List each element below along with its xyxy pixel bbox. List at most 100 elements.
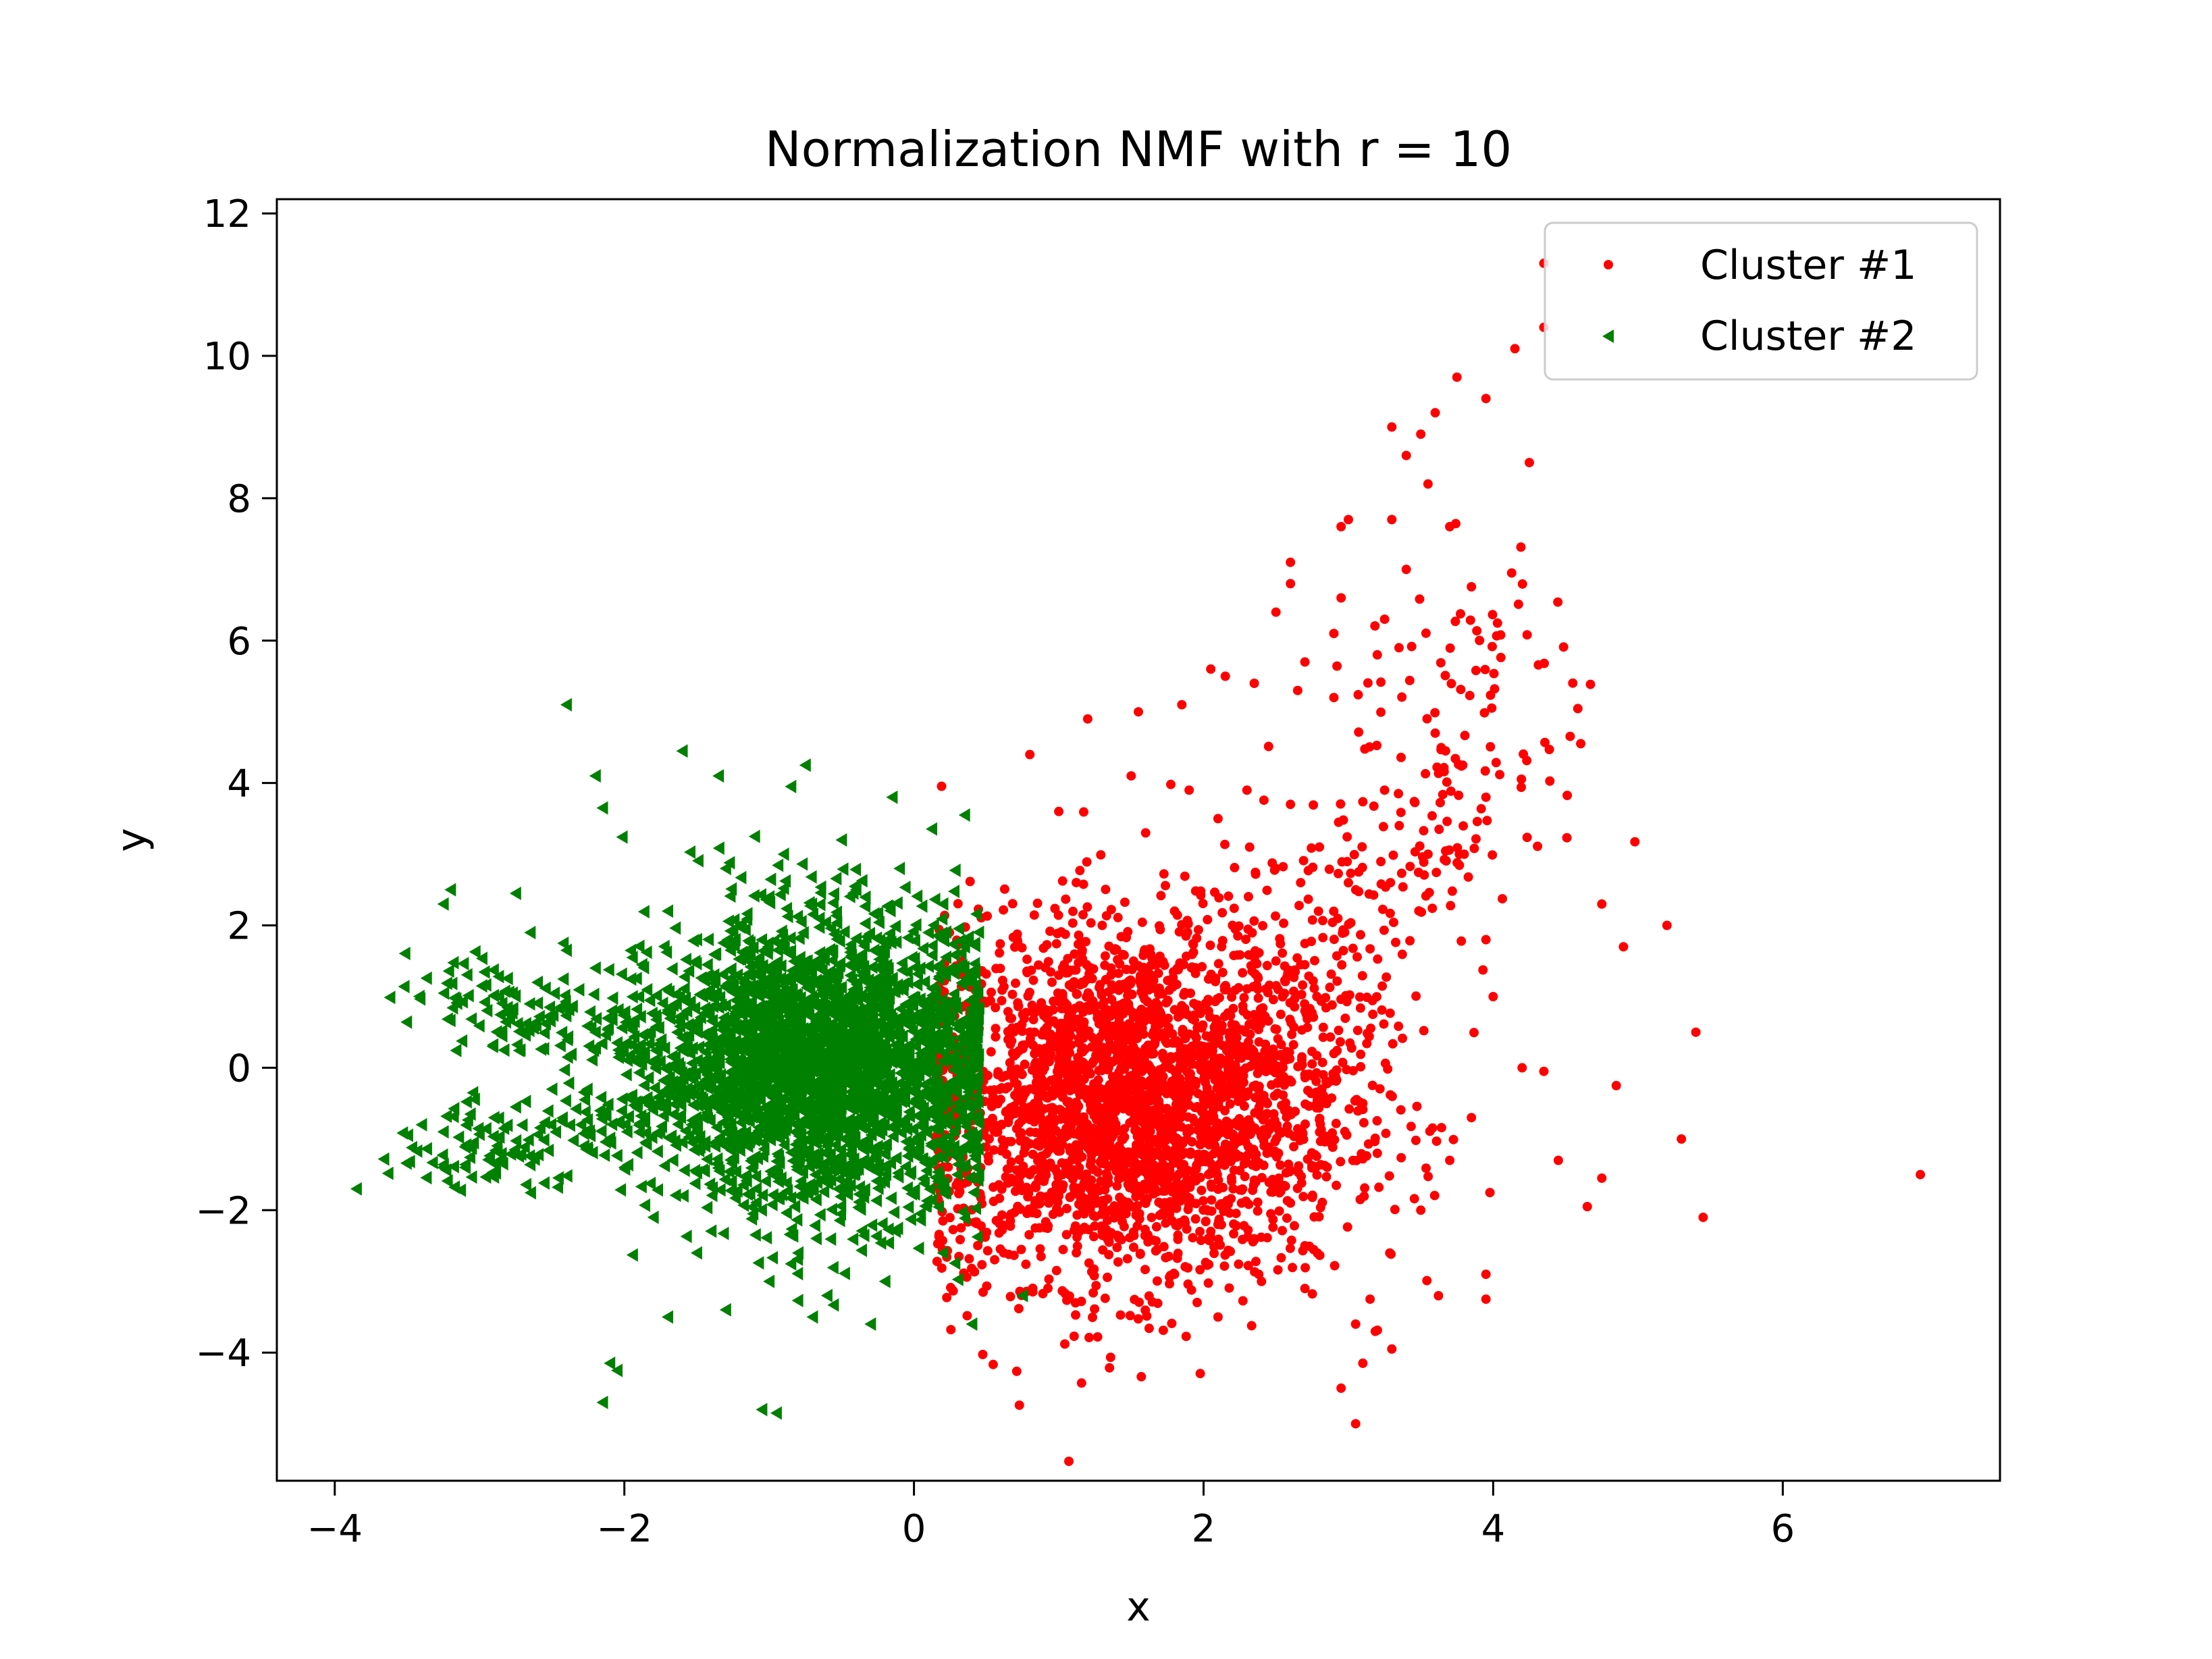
cluster-1-point (1074, 1017, 1084, 1027)
cluster-1-point (1553, 597, 1563, 607)
cluster-2-point (805, 870, 817, 884)
cluster-1-point (1234, 1259, 1244, 1269)
cluster-1-point (1159, 869, 1169, 879)
cluster-1-point (1309, 1212, 1319, 1222)
cluster-1-point (1352, 1026, 1363, 1035)
cluster-1-point (1071, 965, 1081, 975)
cluster-2-point (666, 962, 678, 976)
cluster-1-point (1039, 1174, 1049, 1184)
cluster-2-point (918, 975, 930, 989)
cluster-1-point (1220, 1105, 1230, 1115)
cluster-1-point (1165, 1279, 1174, 1289)
cluster-1-point (1021, 1259, 1031, 1269)
cluster-2-point (940, 950, 951, 964)
cluster-1-point (1209, 1149, 1219, 1159)
cluster-1-point (1140, 828, 1151, 838)
cluster-1-point (1181, 1167, 1191, 1177)
cluster-1-point (1090, 1304, 1100, 1314)
cluster-2-point (755, 1203, 767, 1217)
cluster-1-point (1060, 929, 1070, 939)
cluster-1-point (1029, 910, 1039, 920)
cluster-1-point (1275, 1160, 1286, 1170)
cluster-1-point (1147, 1030, 1157, 1040)
cluster-1-point (1487, 850, 1498, 860)
cluster-2-point (702, 969, 714, 983)
cluster-1-point (1517, 1063, 1527, 1073)
cluster-1-point (1386, 1249, 1396, 1259)
cluster-1-point (1286, 799, 1296, 810)
cluster-1-point (1250, 1267, 1260, 1277)
cluster-1-point (1167, 1216, 1177, 1226)
cluster-1-point (1540, 737, 1550, 747)
cluster-1-point (1325, 1032, 1336, 1042)
cluster-1-point (1307, 1163, 1317, 1173)
cluster-1-point (1238, 1296, 1248, 1306)
cluster-1-point (1442, 777, 1452, 787)
cluster-1-point (1254, 1103, 1264, 1113)
cluster-1-point (1058, 1092, 1068, 1102)
cluster-1-point (965, 876, 975, 887)
cluster-1-point (1063, 953, 1073, 964)
cluster-1-point (1017, 1186, 1027, 1196)
cluster-1-point (1175, 1184, 1185, 1194)
cluster-2-point (824, 1232, 837, 1246)
cluster-1-point (1007, 1176, 1018, 1186)
cluster-1-point (1260, 1046, 1270, 1056)
cluster-1-point (1517, 783, 1526, 792)
cluster-1-point (1124, 1202, 1134, 1212)
cluster-1-point (1012, 929, 1022, 939)
cluster-1-point (1140, 1016, 1150, 1026)
cluster-2-point (916, 1153, 928, 1167)
cluster-2-point (701, 957, 713, 972)
cluster-1-point (1082, 714, 1092, 724)
cluster-1-point (1180, 871, 1190, 881)
cluster-1-point (1100, 1185, 1110, 1195)
cluster-1-point (1436, 658, 1446, 668)
cluster-1-point (1388, 850, 1398, 860)
cluster-1-point (1256, 1095, 1266, 1105)
cluster-1-point (1237, 1185, 1247, 1195)
cluster-2-point (908, 1183, 920, 1197)
cluster-2-point (901, 1181, 913, 1195)
cluster-1-point (1065, 1048, 1075, 1058)
cluster-1-point (1597, 899, 1607, 909)
cluster-1-point (1036, 1251, 1046, 1261)
cluster-1-point (946, 1325, 956, 1335)
cluster-1-point (1001, 1071, 1011, 1080)
cluster-1-point (1309, 1244, 1319, 1255)
cluster-1-point (1231, 1209, 1241, 1219)
cluster-2-point (774, 887, 786, 901)
cluster-1-point (1487, 610, 1498, 620)
cluster-1-point (1028, 1015, 1038, 1024)
cluster-1-point (1463, 872, 1473, 882)
cluster-1-point (1334, 1026, 1344, 1035)
cluster-1-point (1236, 1053, 1246, 1063)
cluster-2-point (866, 1218, 878, 1232)
cluster-1-point (1113, 968, 1124, 978)
cluster-1-point (1065, 1144, 1076, 1154)
cluster-1-point (1182, 927, 1192, 937)
cluster-1-point (1097, 1226, 1107, 1236)
cluster-1-point (1369, 801, 1379, 811)
cluster-1-point (1230, 862, 1240, 872)
cluster-2-point (917, 941, 929, 955)
cluster-1-point (1396, 752, 1406, 762)
cluster-1-point (1480, 766, 1490, 776)
cluster-1-point (1213, 1312, 1223, 1322)
cluster-1-point (1082, 857, 1092, 867)
cluster-1-point (1060, 1132, 1070, 1142)
cluster-1-point (1168, 967, 1178, 977)
cluster-1-point (1163, 1174, 1173, 1184)
cluster-1-point (1415, 841, 1425, 851)
cluster-1-point (1196, 1236, 1206, 1245)
cluster-1-point (1434, 824, 1444, 835)
cluster-1-point (1014, 1119, 1024, 1129)
cluster-1-point (1011, 978, 1020, 989)
cluster-1-point (1294, 1161, 1304, 1171)
cluster-1-point (1315, 1115, 1325, 1125)
cluster-1-point (1167, 1319, 1177, 1328)
cluster-1-point (1358, 797, 1368, 807)
cluster-1-point (1496, 652, 1506, 662)
cluster-1-point (1153, 1147, 1163, 1157)
cluster-1-point (1064, 1291, 1074, 1301)
